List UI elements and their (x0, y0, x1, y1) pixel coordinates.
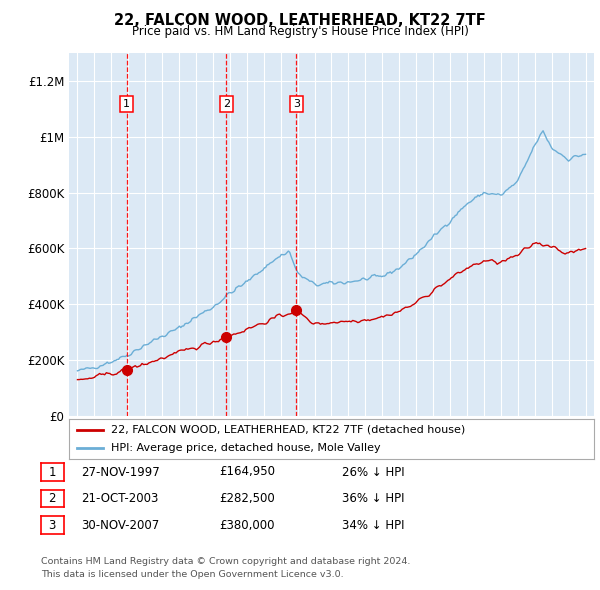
Text: 34% ↓ HPI: 34% ↓ HPI (342, 519, 404, 532)
Text: £380,000: £380,000 (219, 519, 275, 532)
Text: Price paid vs. HM Land Registry's House Price Index (HPI): Price paid vs. HM Land Registry's House … (131, 25, 469, 38)
Text: 1: 1 (49, 466, 56, 478)
Text: 2: 2 (223, 99, 230, 109)
Text: £282,500: £282,500 (219, 492, 275, 505)
Text: 21-OCT-2003: 21-OCT-2003 (81, 492, 158, 505)
Text: 27-NOV-1997: 27-NOV-1997 (81, 466, 160, 478)
Text: 3: 3 (293, 99, 300, 109)
Text: 22, FALCON WOOD, LEATHERHEAD, KT22 7TF: 22, FALCON WOOD, LEATHERHEAD, KT22 7TF (114, 13, 486, 28)
Text: Contains HM Land Registry data © Crown copyright and database right 2024.: Contains HM Land Registry data © Crown c… (41, 558, 410, 566)
Text: 22, FALCON WOOD, LEATHERHEAD, KT22 7TF (detached house): 22, FALCON WOOD, LEATHERHEAD, KT22 7TF (… (111, 425, 465, 435)
Text: 36% ↓ HPI: 36% ↓ HPI (342, 492, 404, 505)
Text: 3: 3 (49, 519, 56, 532)
Text: 2: 2 (49, 492, 56, 505)
Text: £164,950: £164,950 (219, 466, 275, 478)
Text: 26% ↓ HPI: 26% ↓ HPI (342, 466, 404, 478)
Text: 30-NOV-2007: 30-NOV-2007 (81, 519, 159, 532)
Text: 1: 1 (123, 99, 130, 109)
Text: This data is licensed under the Open Government Licence v3.0.: This data is licensed under the Open Gov… (41, 571, 343, 579)
Text: HPI: Average price, detached house, Mole Valley: HPI: Average price, detached house, Mole… (111, 443, 380, 453)
